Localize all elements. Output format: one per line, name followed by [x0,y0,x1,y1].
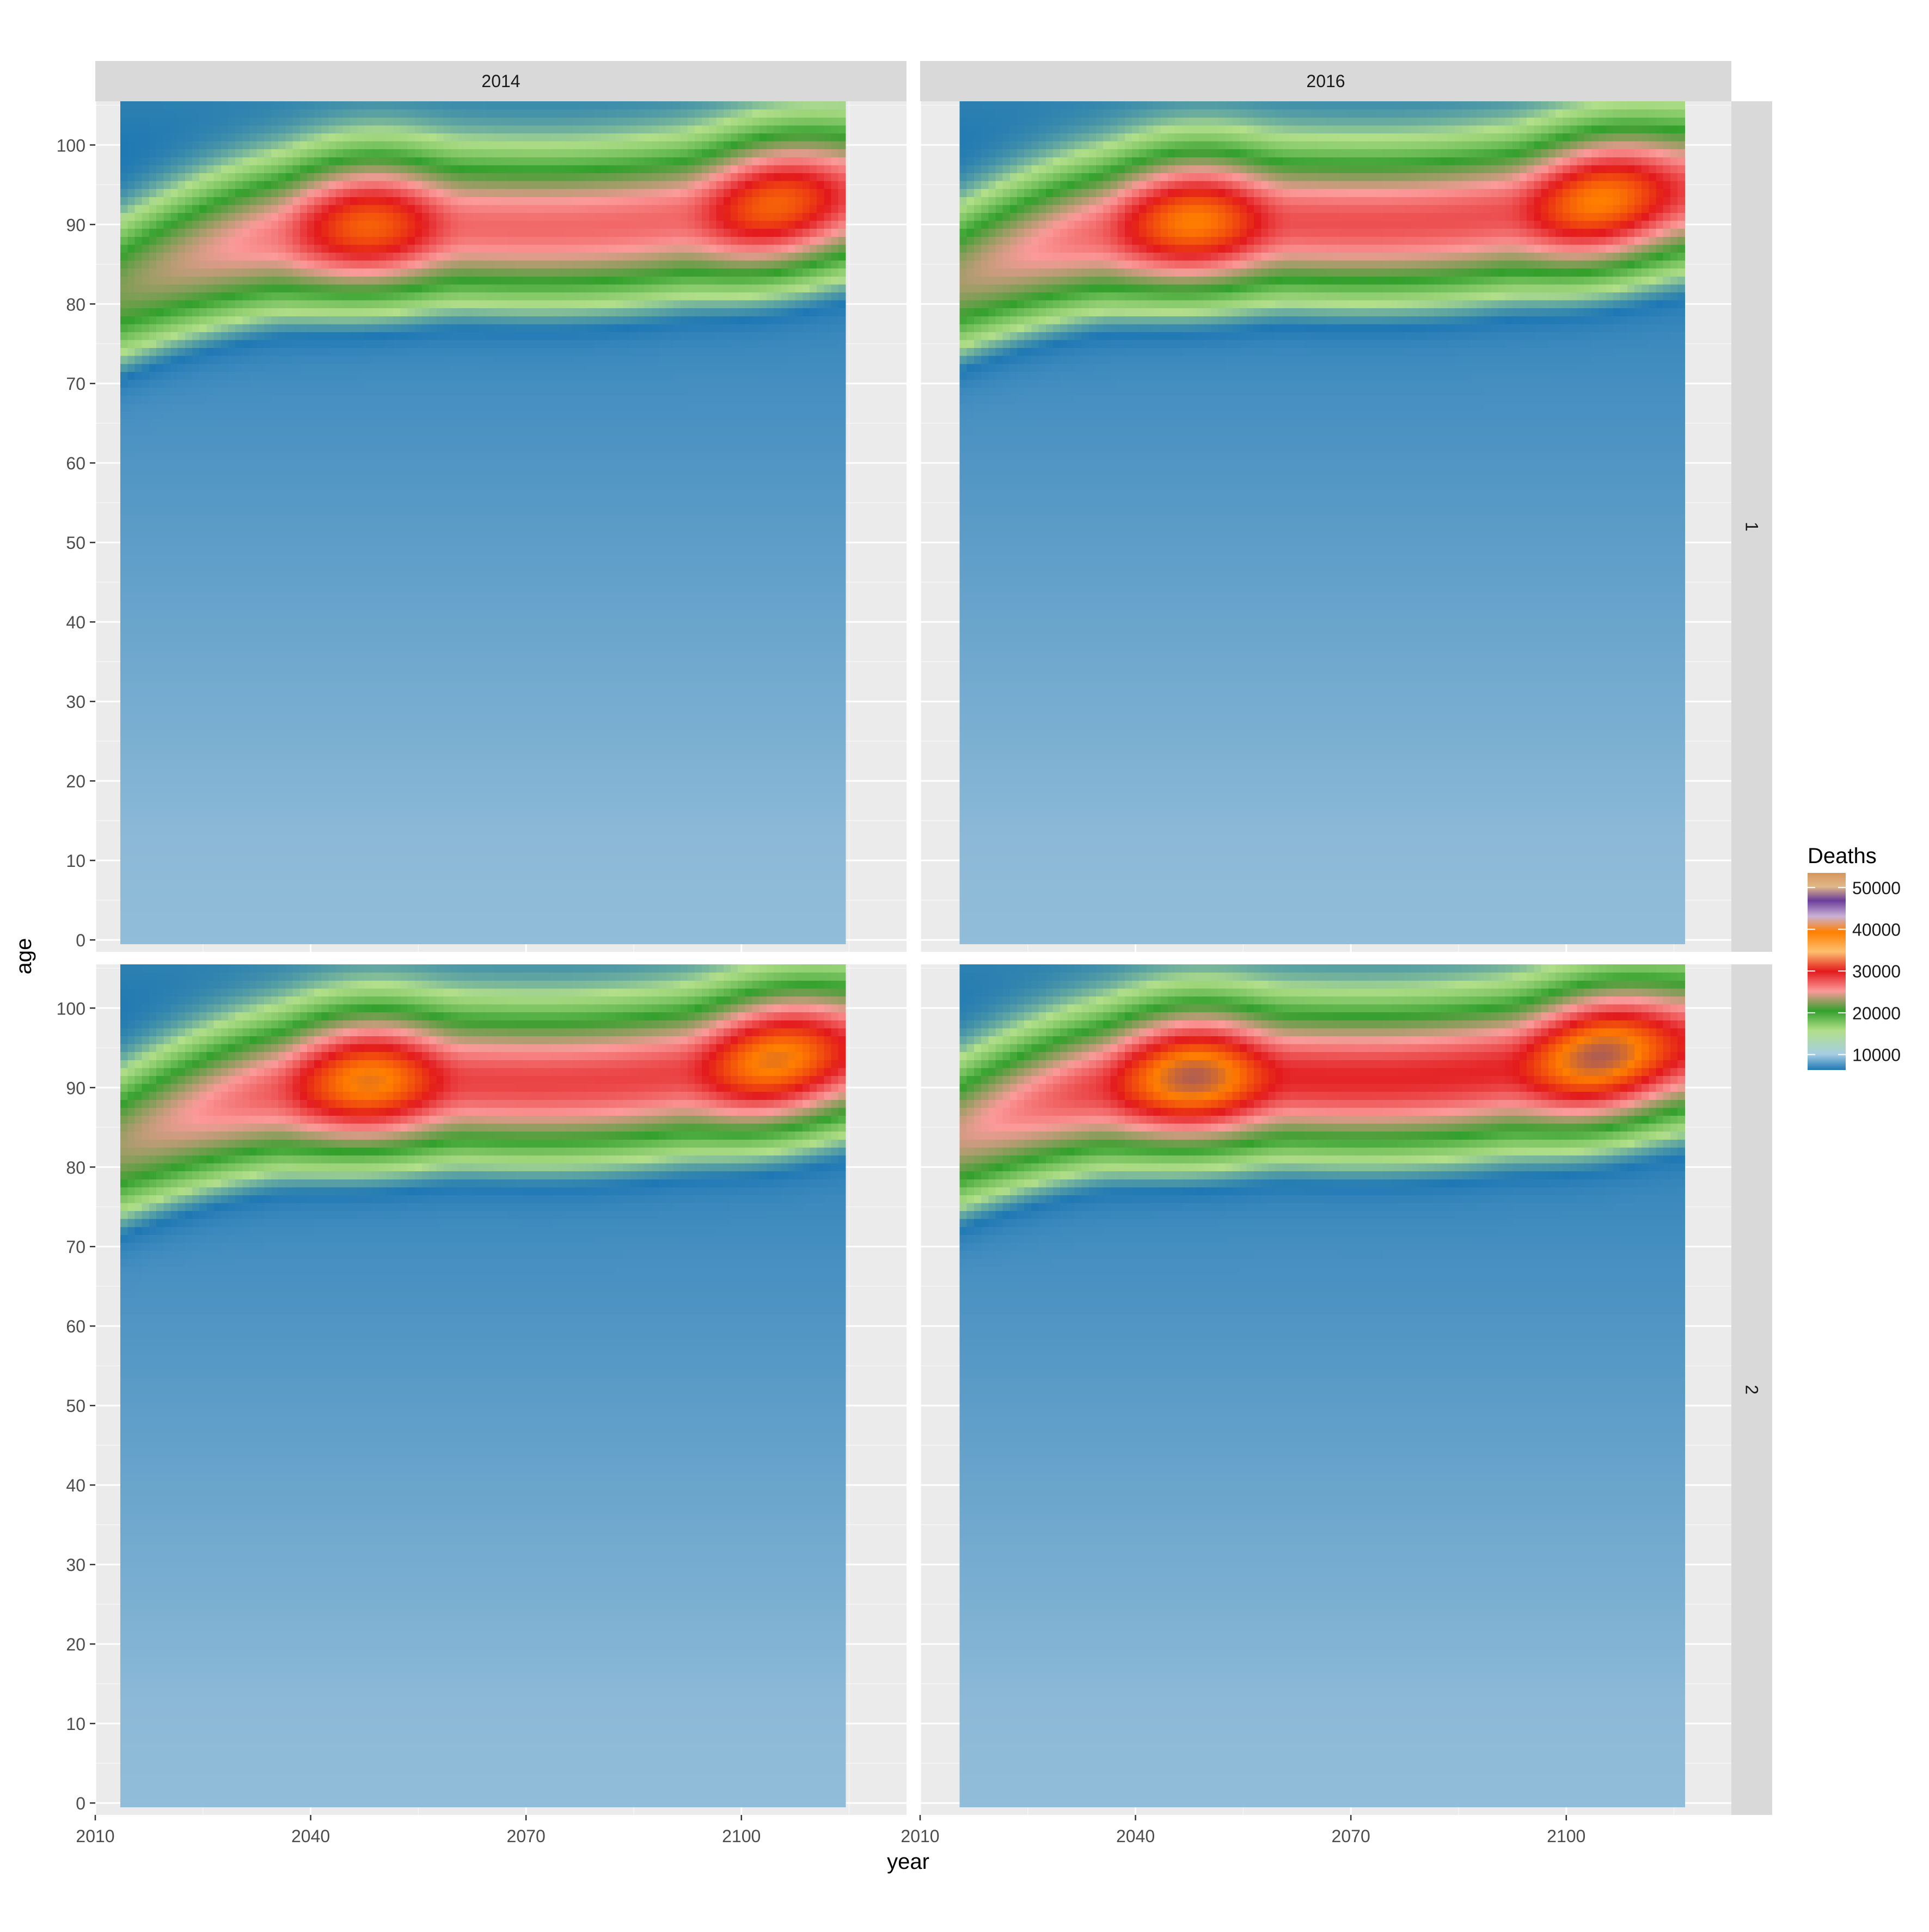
y-axis-title: age [12,938,36,975]
y-tick-label: 80 [66,1158,85,1177]
facet-panel-2014-2 [95,964,907,1815]
y-tick-label: 90 [66,215,85,235]
y-tick-label: 20 [66,772,85,791]
y-tick-label: 70 [66,374,85,394]
x-axis-title: year [887,1850,929,1874]
y-tick-label: 0 [76,931,85,950]
y-tick-label: 10 [66,1714,85,1734]
legend-label: 10000 [1852,1046,1901,1065]
legend-label: 20000 [1852,1004,1901,1023]
legend-title: Deaths [1808,844,1877,868]
legend-label: 50000 [1852,878,1901,898]
y-tick-label: 90 [66,1078,85,1098]
heatmap-tiles [960,964,1685,1807]
y-tick-label: 80 [66,295,85,314]
heatmap-tiles [960,101,1685,944]
x-tick-label: 2040 [1116,1826,1155,1846]
x-tick-label: 2070 [1332,1826,1370,1846]
facet-panel-2016-1 [920,101,1731,952]
facet-panel-2016-2 [920,964,1731,1815]
x-tick-label: 2100 [722,1826,761,1846]
y-tick-label: 30 [66,692,85,712]
y-tick-label: 0 [76,1794,85,1813]
y-tick-label: 40 [66,613,85,632]
facet-strip-label: 2014 [481,71,520,91]
y-tick-label: 60 [66,454,85,473]
y-tick-label: 100 [57,136,85,155]
y-tick-label: 50 [66,533,85,553]
facet-strip-label: 2016 [1306,71,1345,91]
x-tick-label: 2010 [901,1826,939,1846]
y-tick-label: 50 [66,1396,85,1416]
y-tick-label: 70 [66,1237,85,1257]
legend-label: 30000 [1852,962,1901,981]
heatmap-tiles [120,101,846,944]
facet-panel-2014-1 [95,101,907,952]
facet-strip-label: 2 [1742,1385,1762,1395]
y-tick-label: 30 [66,1555,85,1575]
legend-label: 40000 [1852,920,1901,940]
heatmap-tiles [120,964,846,1807]
x-tick-label: 2040 [291,1826,330,1846]
x-tick-label: 2070 [507,1826,546,1846]
y-tick-label: 20 [66,1635,85,1654]
x-tick-label: 2010 [76,1826,114,1846]
y-tick-label: 60 [66,1317,85,1336]
x-tick-label: 2100 [1547,1826,1585,1846]
y-tick-label: 100 [57,999,85,1018]
facet-strip-label: 1 [1742,522,1762,531]
y-tick-label: 10 [66,851,85,871]
y-tick-label: 40 [66,1476,85,1495]
